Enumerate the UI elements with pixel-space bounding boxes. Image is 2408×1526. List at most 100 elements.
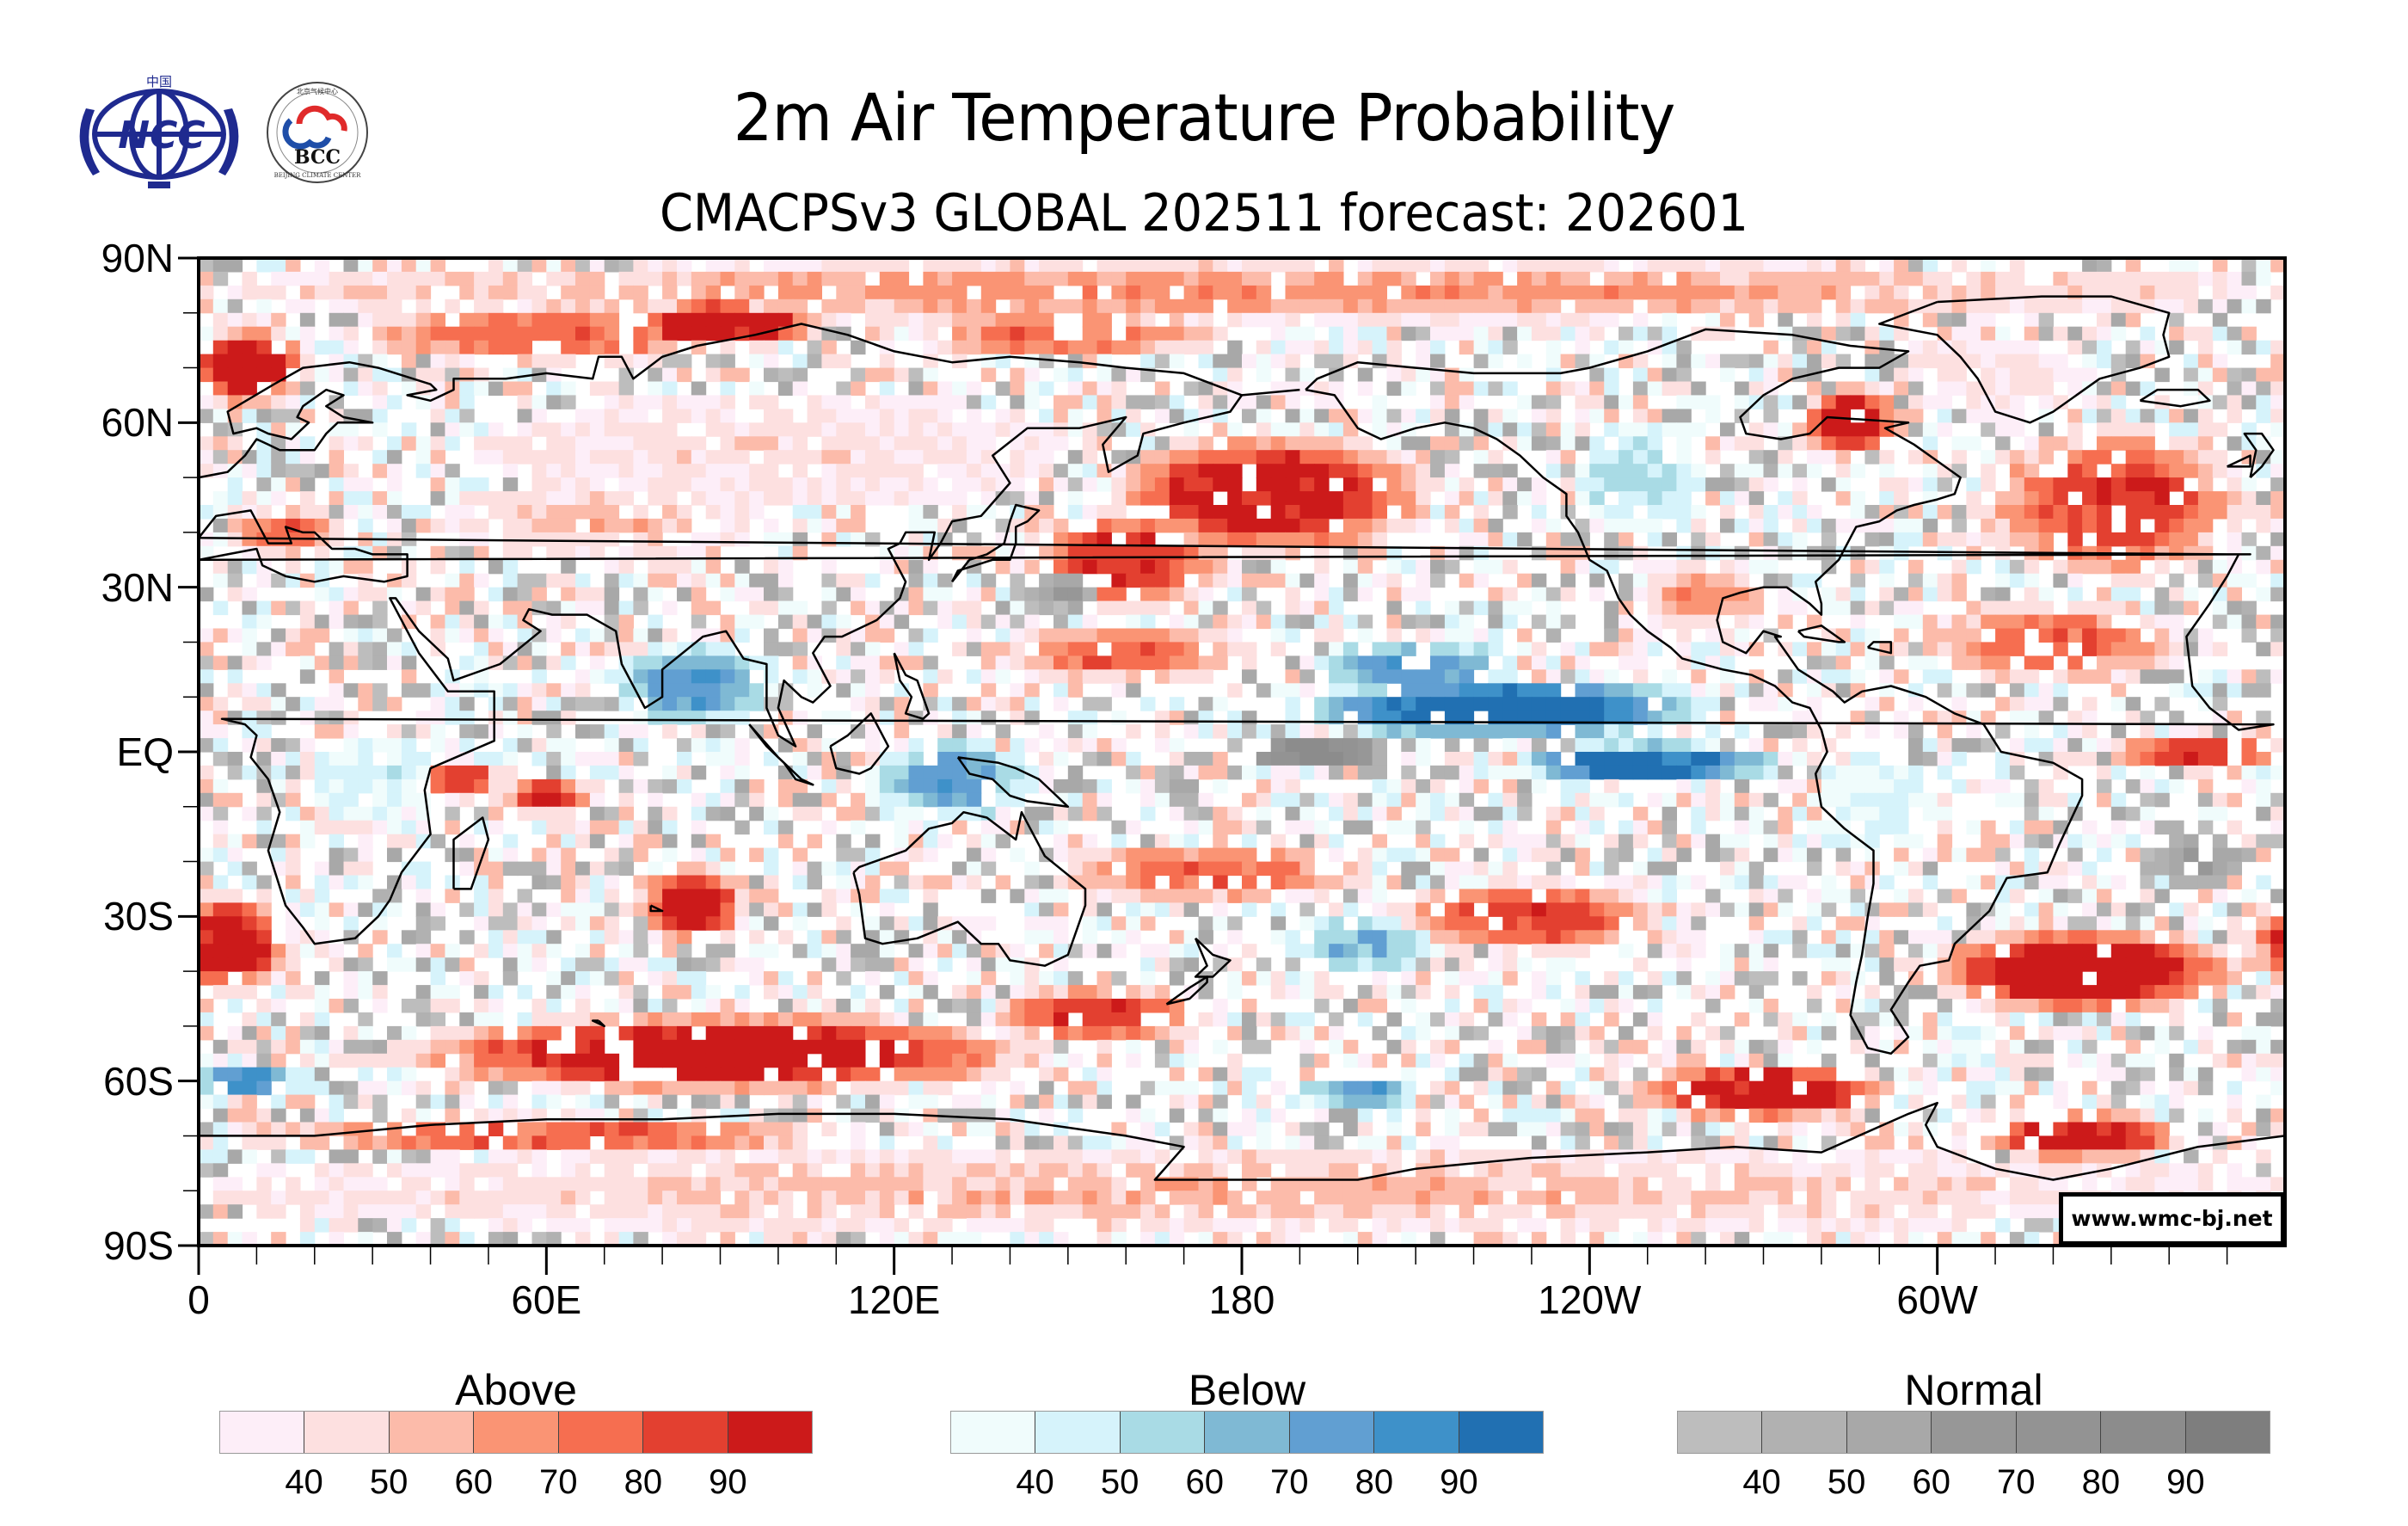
field-cell — [2270, 354, 2286, 369]
field-cell — [256, 738, 272, 753]
field-cell — [1937, 340, 1953, 355]
field-cell — [648, 340, 663, 355]
field-cell — [387, 820, 402, 835]
field-cell — [1357, 367, 1373, 383]
field-cell — [1995, 532, 2011, 547]
field-cell — [677, 505, 692, 520]
field-cell — [792, 422, 808, 437]
field-cell — [2009, 491, 2025, 506]
field-cell — [604, 298, 620, 314]
field-cell — [2009, 505, 2025, 520]
field-cell — [212, 340, 229, 355]
field-cell — [1067, 669, 1084, 684]
field-cell — [546, 628, 562, 643]
field-cell — [546, 545, 562, 561]
field-cell — [792, 450, 808, 465]
field-cell — [633, 738, 648, 753]
field-cell — [1864, 778, 1880, 794]
field-cell — [1807, 258, 1822, 273]
field-cell — [705, 477, 722, 492]
field-cell — [633, 532, 648, 547]
field-cell — [908, 573, 924, 588]
field-cell — [1720, 655, 1735, 670]
field-cell — [1459, 697, 1475, 711]
field-cell — [777, 532, 794, 547]
field-cell — [1213, 614, 1228, 630]
field-cell — [387, 642, 402, 656]
field-cell — [1473, 464, 1489, 478]
field-cell — [1632, 861, 1649, 877]
field-cell — [1342, 861, 1359, 877]
field-cell — [1705, 792, 1721, 808]
field-cell — [1894, 614, 1909, 630]
field-cell — [1604, 724, 1619, 739]
field-cell — [1922, 505, 1938, 520]
field-cell — [1357, 326, 1373, 342]
field-cell — [2125, 738, 2141, 753]
field-cell — [271, 628, 286, 643]
field-cell — [1067, 738, 1084, 753]
field-cell — [575, 477, 591, 492]
field-cell — [1734, 683, 1750, 698]
field-cell — [1748, 600, 1765, 616]
field-cell — [764, 271, 779, 286]
field-cell — [604, 258, 620, 273]
field-cell — [894, 792, 910, 808]
field-cell — [517, 587, 532, 602]
field-cell — [1314, 518, 1330, 533]
field-cell — [1372, 683, 1387, 698]
field-cell — [1270, 738, 1287, 753]
field-cell — [995, 409, 1010, 423]
field-cell — [1270, 765, 1287, 780]
field-cell — [1067, 505, 1084, 520]
field-cell — [517, 655, 532, 670]
field-cell — [1299, 326, 1315, 342]
field-cell — [589, 697, 605, 711]
field-cell — [1647, 752, 1663, 766]
field-cell — [1198, 464, 1213, 478]
field-cell — [1473, 642, 1489, 656]
field-cell — [2197, 573, 2214, 588]
field-cell — [836, 642, 851, 656]
field-cell — [299, 491, 316, 506]
field-cell — [2140, 422, 2155, 437]
field-cell — [1545, 518, 1562, 533]
field-cell — [1908, 422, 1924, 437]
field-cell — [299, 326, 316, 342]
field-cell — [343, 491, 359, 506]
field-cell — [1778, 847, 1793, 863]
field-cell — [1575, 669, 1590, 684]
field-cell — [401, 820, 417, 835]
bcc-logo-icon: BCC 北京气候中心 BEIJING CLIMATE CENTER — [267, 82, 368, 183]
field-cell — [546, 792, 562, 808]
field-cell — [1908, 340, 1924, 355]
field-cell — [271, 642, 286, 656]
field-cell — [445, 738, 460, 753]
field-cell — [1285, 285, 1300, 300]
field-cell — [1054, 683, 1069, 698]
field-cell — [2067, 298, 2083, 314]
field-cell — [329, 834, 344, 849]
field-cell — [749, 573, 765, 588]
field-cell — [2227, 436, 2242, 451]
field-cell — [1183, 340, 1199, 355]
field-cell — [1545, 834, 1562, 849]
field-cell — [691, 450, 707, 465]
field-cell — [1242, 875, 1257, 889]
field-cell — [1256, 600, 1272, 616]
field-cell — [1169, 765, 1185, 780]
field-cell — [329, 792, 344, 808]
field-cell — [705, 738, 722, 753]
field-cell — [1502, 326, 1518, 342]
field-cell — [618, 628, 634, 643]
field-cell — [212, 600, 229, 616]
field-cell — [1619, 587, 1634, 602]
field-cell — [2270, 669, 2286, 684]
field-cell — [358, 628, 373, 643]
field-cell — [1082, 271, 1098, 286]
field-cell — [1488, 354, 1503, 369]
field-cell — [1416, 834, 1431, 849]
field-cell — [1299, 518, 1315, 533]
field-cell — [2038, 600, 2054, 616]
field-cell — [1864, 354, 1880, 369]
